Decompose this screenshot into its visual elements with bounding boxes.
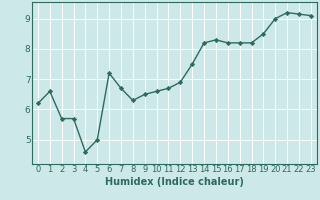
X-axis label: Humidex (Indice chaleur): Humidex (Indice chaleur) xyxy=(105,177,244,187)
